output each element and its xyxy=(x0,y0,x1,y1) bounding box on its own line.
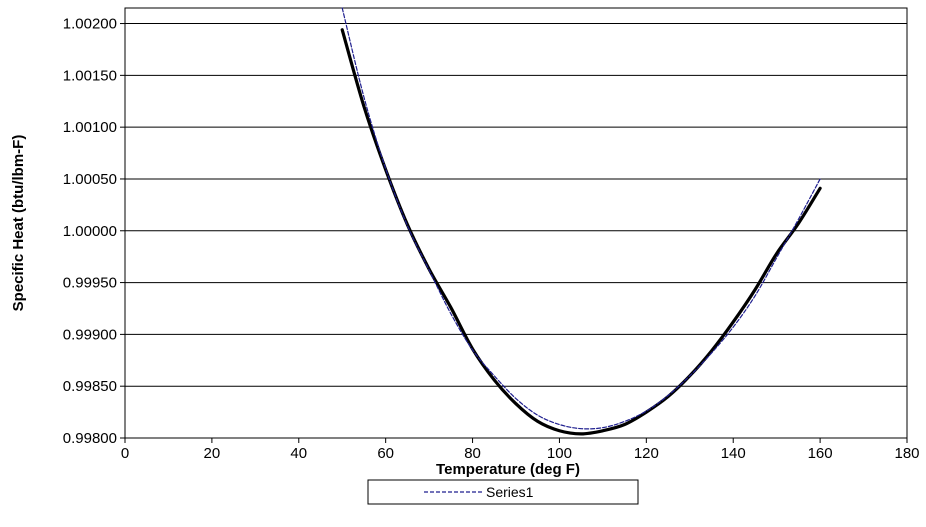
x-tick-label: 80 xyxy=(464,445,481,462)
x-tick-label: 20 xyxy=(204,445,221,462)
y-tick-label: 0.99950 xyxy=(63,275,117,292)
x-tick-label: 180 xyxy=(894,445,919,462)
y-tick-label: 1.00100 xyxy=(63,119,117,136)
x-tick-label: 140 xyxy=(721,445,746,462)
series-line-data xyxy=(340,28,822,436)
y-tick-label: 0.99800 xyxy=(63,430,117,447)
y-tick-label: 0.99900 xyxy=(63,326,117,343)
plot-area xyxy=(124,7,908,439)
x-tick-label: 60 xyxy=(377,445,394,462)
x-tick-label: 160 xyxy=(808,445,833,462)
legend: Series1 xyxy=(367,479,639,505)
legend-box xyxy=(367,479,639,505)
y-tick-label: 1.00000 xyxy=(63,223,117,240)
x-tick-label: 100 xyxy=(547,445,572,462)
y-axis-title: Specific Heat (btu/lbm-F) xyxy=(10,135,27,312)
series-layer xyxy=(340,7,822,436)
legend-label-series1: Series1 xyxy=(486,484,534,500)
x-tick-label: 0 xyxy=(121,445,129,462)
series-line-series1 xyxy=(341,7,821,430)
x-tick-label: 120 xyxy=(634,445,659,462)
x-axis-title: Temperature (deg F) xyxy=(436,461,580,478)
y-tick-label: 1.00150 xyxy=(63,67,117,84)
y-tick-label: 1.00200 xyxy=(63,16,117,33)
y-tick-label: 1.00050 xyxy=(63,171,117,188)
y-tick-label: 0.99850 xyxy=(63,378,117,395)
y-axis: 0.99800 0.99850 0.99900 0.99950 1.00000 1.000… xyxy=(63,16,125,447)
x-axis: 0 20 40 60 80 100 120 140 160 180 xyxy=(121,438,920,462)
grid-lines xyxy=(125,23,907,439)
x-tick-label: 40 xyxy=(290,445,307,462)
